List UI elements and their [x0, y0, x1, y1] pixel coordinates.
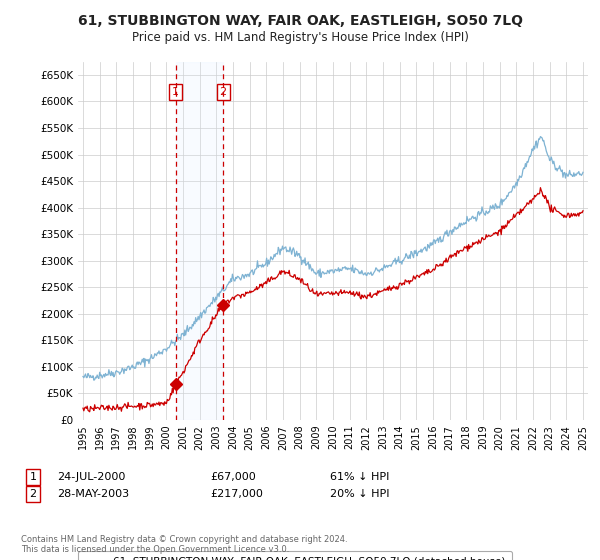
Text: 61, STUBBINGTON WAY, FAIR OAK, EASTLEIGH, SO50 7LQ: 61, STUBBINGTON WAY, FAIR OAK, EASTLEIGH…	[77, 14, 523, 28]
Text: 61% ↓ HPI: 61% ↓ HPI	[330, 472, 389, 482]
Text: 1: 1	[29, 472, 37, 482]
Text: 28-MAY-2003: 28-MAY-2003	[57, 489, 129, 499]
Text: Price paid vs. HM Land Registry's House Price Index (HPI): Price paid vs. HM Land Registry's House …	[131, 31, 469, 44]
Text: 24-JUL-2000: 24-JUL-2000	[57, 472, 125, 482]
Text: £217,000: £217,000	[210, 489, 263, 499]
Text: Contains HM Land Registry data © Crown copyright and database right 2024.
This d: Contains HM Land Registry data © Crown c…	[21, 535, 347, 554]
Bar	[176, 62, 223, 420]
Text: 20% ↓ HPI: 20% ↓ HPI	[330, 489, 389, 499]
Text: £67,000: £67,000	[210, 472, 256, 482]
Text: 2: 2	[220, 87, 227, 97]
Text: 1: 1	[172, 87, 179, 97]
Legend: 61, STUBBINGTON WAY, FAIR OAK, EASTLEIGH, SO50 7LQ (detached house), HPI: Averag: 61, STUBBINGTON WAY, FAIR OAK, EASTLEIGH…	[78, 550, 512, 560]
Text: 2: 2	[29, 489, 37, 499]
